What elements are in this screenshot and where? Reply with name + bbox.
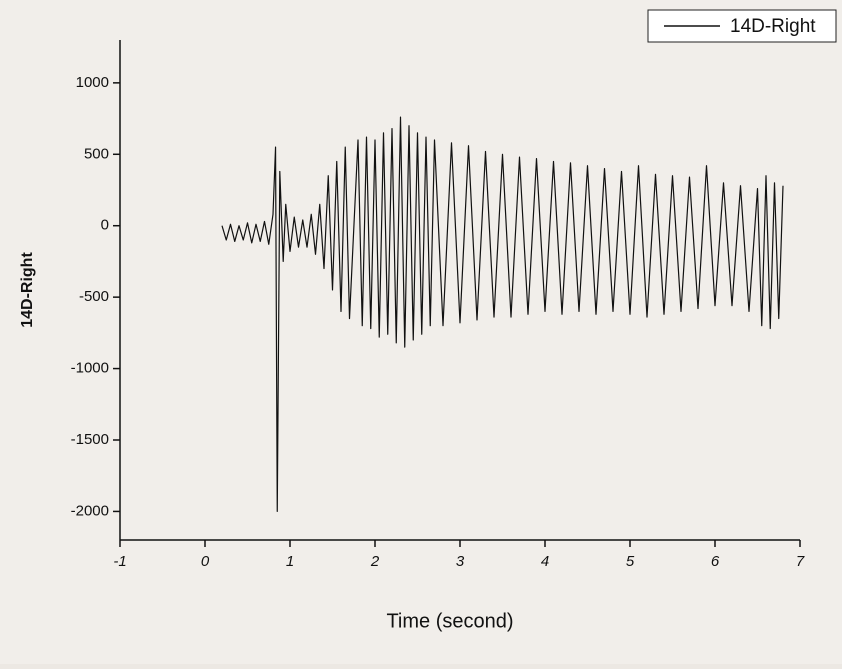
- x-tick-label: -1: [113, 553, 126, 570]
- x-tick-label: 2: [370, 553, 380, 570]
- y-tick-label: -500: [79, 288, 109, 305]
- y-tick-label: 0: [101, 217, 109, 234]
- y-tick-label: -2000: [71, 502, 109, 519]
- y-tick-label: -1500: [71, 431, 109, 448]
- x-tick-label: 7: [796, 553, 805, 570]
- y-tick-label: 500: [84, 145, 109, 162]
- x-tick-label: 6: [711, 553, 720, 570]
- y-tick-label: 1000: [76, 74, 109, 91]
- y-tick-label: -1000: [71, 360, 109, 377]
- x-axis-label: Time (second): [386, 610, 513, 632]
- x-tick-label: 0: [201, 553, 210, 570]
- x-tick-label: 4: [541, 553, 549, 570]
- chart: Time (second) 14D-Right 14D-Right 100050…: [0, 0, 842, 664]
- y-axis-label: 14D-Right: [19, 252, 36, 328]
- x-tick-label: 1: [286, 553, 294, 570]
- legend-label: 14D-Right: [730, 16, 816, 37]
- x-tick-label: 5: [626, 553, 635, 570]
- x-tick-label: 3: [456, 553, 465, 570]
